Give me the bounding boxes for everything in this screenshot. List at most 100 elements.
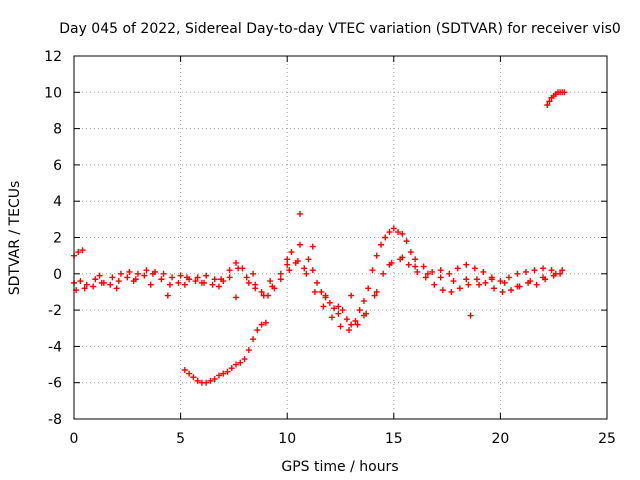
- data-point: [183, 274, 190, 281]
- data-point: [311, 288, 318, 295]
- data-point: [399, 254, 406, 261]
- data-point: [378, 241, 385, 248]
- data-point: [337, 323, 344, 330]
- data-point: [215, 372, 222, 379]
- x-tick-label: 25: [598, 431, 616, 447]
- data-point: [446, 270, 453, 277]
- data-point: [424, 270, 431, 277]
- data-point: [96, 272, 103, 279]
- y-tick-label: 0: [53, 267, 62, 283]
- data-point: [284, 261, 291, 268]
- series-high-arc: [544, 89, 568, 109]
- data-point: [98, 279, 105, 286]
- data-point: [540, 265, 547, 272]
- data-point: [92, 276, 99, 283]
- x-tick-label: 5: [176, 431, 185, 447]
- data-point: [522, 268, 529, 275]
- data-point: [296, 210, 303, 217]
- x-tick-label: 20: [491, 431, 509, 447]
- y-tick-label: 6: [53, 158, 62, 174]
- y-tick-label: -6: [48, 376, 62, 392]
- series-main-band-b: [73, 256, 566, 334]
- data-point: [192, 278, 199, 285]
- data-point: [437, 274, 444, 281]
- data-point: [373, 252, 380, 259]
- data-point: [169, 274, 176, 281]
- data-point: [514, 270, 521, 277]
- data-point: [356, 307, 363, 314]
- data-point: [226, 267, 233, 274]
- data-point: [194, 274, 201, 281]
- data-point: [552, 270, 559, 277]
- data-point: [514, 283, 521, 290]
- data-point: [245, 279, 252, 286]
- axis-ticks: 0 5 10 15 20 25 -8 -6 -4 -2 0 2 4 6 8 10 12: [44, 49, 616, 447]
- data-point: [305, 256, 312, 263]
- data-point: [429, 268, 436, 275]
- data-point: [322, 292, 329, 299]
- data-point: [508, 287, 515, 294]
- data-point: [548, 267, 555, 274]
- x-tick-label: 15: [385, 431, 403, 447]
- data-point: [109, 274, 116, 281]
- data-point: [241, 356, 248, 363]
- data-point: [83, 281, 90, 288]
- data-point: [471, 265, 478, 272]
- data-point: [309, 267, 316, 274]
- data-point: [107, 281, 114, 288]
- data-point: [115, 278, 122, 285]
- series-main-band-c: [71, 210, 559, 319]
- data-point: [301, 265, 308, 272]
- data-point: [226, 274, 233, 281]
- data-point: [164, 292, 171, 299]
- data-point: [203, 272, 210, 279]
- data-point: [382, 234, 389, 241]
- data-point: [450, 278, 457, 285]
- data-point: [348, 292, 355, 299]
- plot-frame: [73, 55, 608, 420]
- data-point: [237, 359, 244, 366]
- data-point: [258, 288, 265, 295]
- y-tick-label: 4: [53, 194, 62, 210]
- data-point: [186, 370, 193, 377]
- data-point: [360, 312, 367, 319]
- data-point: [77, 278, 84, 285]
- data-point: [343, 316, 350, 323]
- data-point: [335, 303, 342, 310]
- data-point: [224, 368, 231, 375]
- data-point: [198, 279, 205, 286]
- data-point: [399, 230, 406, 237]
- y-axis-label: SDTVAR / TECUs: [7, 181, 23, 296]
- data-point: [326, 299, 333, 306]
- data-point: [360, 298, 367, 305]
- data-point: [220, 370, 227, 377]
- chart-title: Day 045 of 2022, Sidereal Day-to-day VTE…: [59, 21, 621, 37]
- data-point: [431, 281, 438, 288]
- data-point: [181, 366, 188, 373]
- data-point: [437, 267, 444, 274]
- data-point: [346, 327, 353, 334]
- data-point: [463, 261, 470, 268]
- data-point: [218, 276, 225, 283]
- data-point: [262, 319, 269, 326]
- data-point: [463, 276, 470, 283]
- data-point: [203, 379, 210, 386]
- data-point: [284, 256, 291, 263]
- data-point: [90, 283, 97, 290]
- x-axis-label: GPS time / hours: [281, 459, 398, 475]
- data-point: [405, 261, 412, 268]
- data-point: [143, 267, 150, 274]
- data-point: [395, 229, 402, 236]
- data-point: [117, 270, 124, 277]
- data-point: [130, 278, 137, 285]
- data-point: [467, 312, 474, 319]
- data-point: [352, 317, 359, 324]
- data-point: [527, 278, 534, 285]
- data-point: [501, 279, 508, 286]
- data-point: [277, 276, 284, 283]
- data-point: [488, 276, 495, 283]
- data-point: [141, 272, 148, 279]
- data-point: [386, 261, 393, 268]
- data-point: [497, 278, 504, 285]
